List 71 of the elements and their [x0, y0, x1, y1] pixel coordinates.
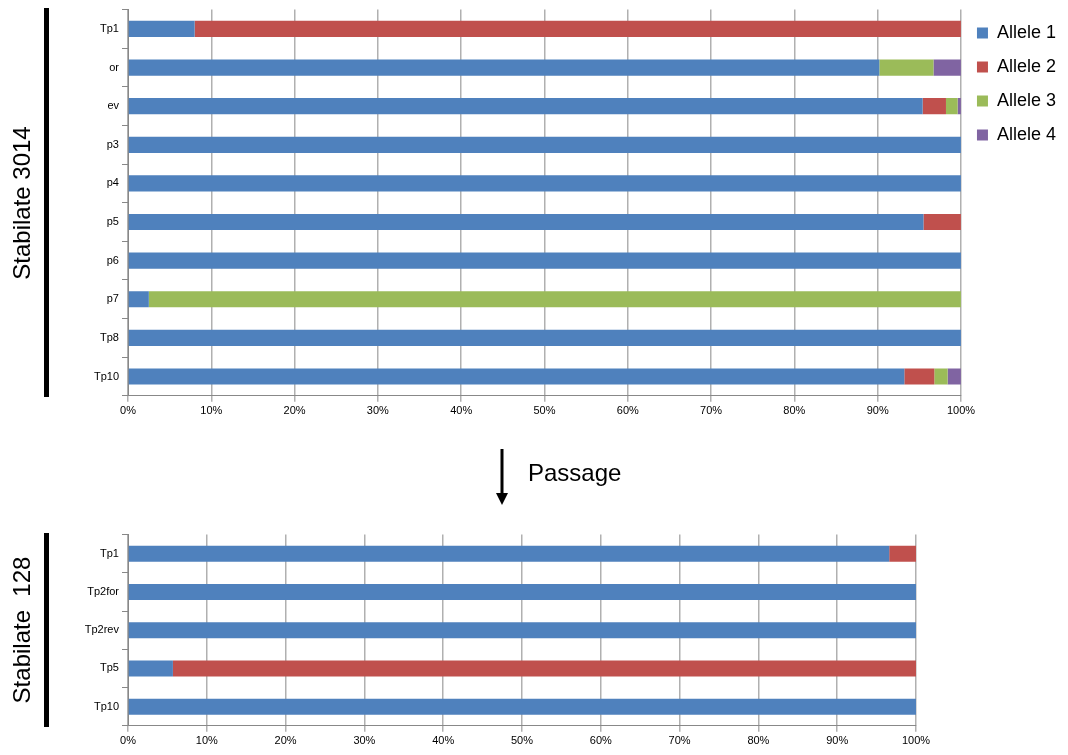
bar	[128, 59, 880, 76]
bar	[148, 291, 961, 308]
x-tick-label: 0%	[120, 404, 137, 417]
bar	[922, 98, 946, 115]
legend-label: Allele 1	[996, 21, 1057, 42]
x-tick-label: 60%	[589, 734, 613, 747]
bar	[128, 175, 961, 192]
x-tick-label: 100%	[901, 734, 931, 747]
bar	[879, 59, 934, 76]
y-tick-label: p3	[106, 137, 119, 150]
y-tick-label: Tp8	[100, 330, 119, 343]
x-tick-label: 60%	[616, 404, 639, 417]
y-tick-label: Tp1	[100, 21, 119, 34]
legend-label: Allele 2	[996, 55, 1057, 76]
x-tick-label: 80%	[783, 404, 806, 417]
bar	[128, 660, 173, 677]
y-axis-title: Stabilate 3014	[8, 125, 36, 280]
bar	[128, 698, 916, 715]
y-axis-title: Stabilate 128	[8, 556, 36, 704]
x-tick-label: 90%	[866, 404, 889, 417]
bar	[128, 98, 923, 115]
bar	[889, 545, 916, 562]
y-tick-label: Tp2for	[87, 584, 120, 597]
y-tick-label: or	[109, 60, 120, 73]
bar	[128, 368, 905, 385]
x-tick-label: 20%	[283, 404, 306, 417]
y-tick-label: Tp10	[93, 369, 119, 382]
x-tick-label: 50%	[533, 404, 556, 417]
x-tick-label: 30%	[353, 734, 376, 747]
x-tick-label: 0%	[120, 734, 137, 747]
x-tick-label: 90%	[826, 734, 849, 747]
bar	[934, 368, 948, 385]
bar	[128, 20, 195, 38]
x-tick-label: 70%	[668, 734, 691, 747]
bar	[128, 136, 961, 153]
x-tick-label: 30%	[366, 404, 390, 417]
bar	[128, 213, 924, 231]
x-tick-label: 10%	[200, 404, 223, 417]
legend-label: Allele 4	[996, 123, 1057, 144]
bar	[128, 252, 961, 269]
y-tick-label: Tp1	[100, 546, 119, 559]
x-tick-label: 40%	[450, 404, 473, 417]
bar	[194, 20, 961, 38]
y-tick-label: Tp5	[100, 661, 119, 674]
bar	[128, 583, 916, 600]
bar	[128, 545, 890, 562]
x-tick-label: 50%	[510, 734, 534, 747]
bar	[172, 660, 916, 677]
x-tick-label: 20%	[274, 734, 297, 747]
bar	[904, 368, 935, 385]
x-tick-label: 80%	[747, 734, 770, 747]
y-tick-label: Tp10	[93, 699, 119, 712]
x-tick-label: 40%	[432, 734, 455, 747]
y-tick-label: ev	[107, 99, 120, 112]
bar	[947, 368, 961, 385]
bar	[128, 291, 149, 308]
bar	[945, 98, 958, 115]
y-tick-label: Tp2rev	[84, 623, 120, 636]
y-tick-label: p7	[106, 292, 119, 305]
x-tick-label: 100%	[946, 404, 976, 417]
bar	[128, 622, 916, 639]
x-tick-label: 70%	[700, 404, 723, 417]
y-tick-label: p4	[106, 176, 119, 189]
y-tick-label: p5	[106, 215, 119, 228]
bar	[923, 213, 961, 231]
text: Passage	[528, 459, 622, 487]
x-tick-label: 10%	[195, 734, 219, 747]
y-tick-label: p6	[106, 253, 119, 266]
bar	[128, 329, 961, 346]
legend-label: Allele 3	[996, 89, 1057, 110]
bar	[933, 59, 961, 76]
